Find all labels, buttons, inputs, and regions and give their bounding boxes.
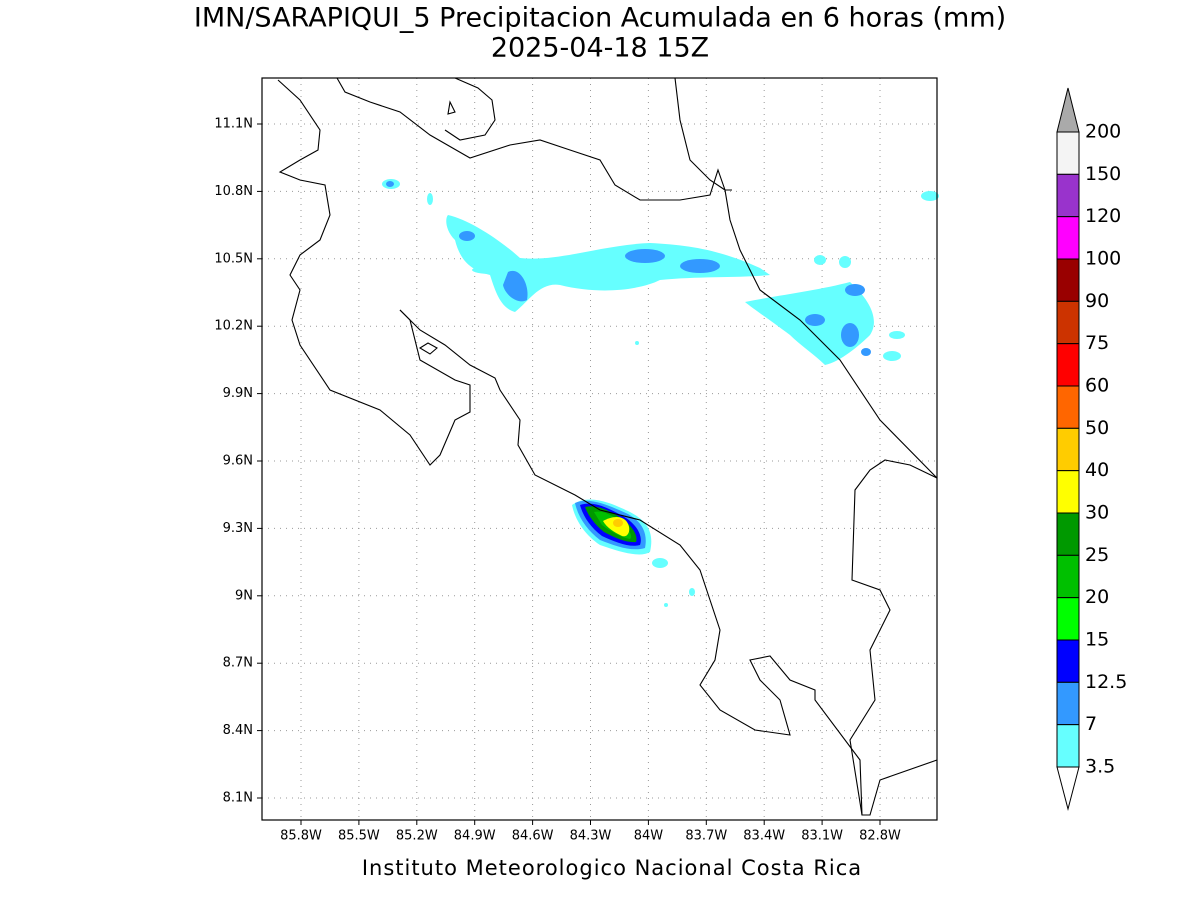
colorbar-box [1056,343,1080,387]
colorbar-box [1056,470,1080,514]
colorbar-box [1056,597,1080,641]
colorbar-label: 120 [1085,205,1121,227]
subtitle: 2025-04-18 15Z [491,33,709,64]
colorbar-label: 3.5 [1085,756,1115,778]
y-tick-label: 10.5N [214,251,253,266]
precipitation [382,179,939,607]
colorbar-label: 7 [1085,713,1097,735]
x-tick-label: 84W [634,829,664,844]
title: IMN/SARAPIQUI_5 Precipitacion Acumulada … [194,3,1006,34]
y-tick-label: 8.1N [223,791,253,806]
x-tick-label: 84.3W [570,829,612,844]
x-tick-label: 82.8W [859,829,901,844]
colorbar-box [1056,173,1080,218]
colorbar-label: 15 [1085,629,1109,651]
colorbar-box [1056,131,1080,175]
colorbar-box [1056,385,1080,429]
colorbar-under [1056,766,1080,811]
colorbar-box [1056,724,1080,768]
y-tick-label: 10.8N [214,184,253,199]
x-tick-label: 83.1W [801,829,843,844]
colorbar-box [1056,427,1080,472]
colorbar-label: 150 [1085,163,1121,185]
colorbar-label: 25 [1085,544,1109,566]
y-tick-label: 9.6N [223,454,253,469]
colorbar-box [1056,512,1080,556]
colorbar-box [1056,681,1080,726]
grid [262,78,937,820]
x-tick-label: 83.4W [743,829,785,844]
colorbar-label: 90 [1085,290,1109,312]
colorbar-label: 50 [1085,417,1109,439]
colorbar-label: 20 [1085,586,1109,608]
colorbar-box [1056,639,1080,683]
map-frame [261,77,938,821]
x-tick-label: 85.8W [280,829,322,844]
x-tick-label: 85.5W [338,829,380,844]
x-tick-label: 84.6W [512,829,554,844]
colorbar-label: 30 [1085,502,1109,524]
colorbar-over [1056,87,1080,133]
colorbar-label: 100 [1085,248,1121,270]
y-tick-label: 9N [235,588,253,603]
colorbar-box [1056,300,1080,345]
y-tick-label: 8.7N [223,656,253,671]
x-tick-label: 84.9W [454,829,496,844]
colorbar-label: 60 [1085,375,1109,397]
y-tick-label: 9.3N [223,521,253,536]
colorbar-box [1056,258,1080,302]
colorbar-label: 40 [1085,459,1109,481]
axis-ticks: 85.8W 85.5W 85.2W 84.9W 84.6W 84.3W 84W 83.7W 83… [214,117,901,844]
y-tick-label: 8.4N [223,723,253,738]
colorbar-box [1056,554,1080,599]
x-tick-label: 85.2W [396,829,438,844]
x-tick-label: 83.7W [685,829,727,844]
y-tick-label: 10.2N [214,319,253,334]
colorbar-label: 75 [1085,332,1109,354]
colorbar: 200 150 120 100 90 75 60 50 40 30 25 20 15 12.5 7 3.5 [1056,87,1127,811]
colorbar-label: 12.5 [1085,671,1127,693]
y-tick-label: 9.9N [223,386,253,401]
coastlines [277,77,938,816]
colorbar-box [1056,216,1080,260]
colorbar-label: 200 [1085,121,1121,143]
footer: Instituto Meteorologico Nacional Costa R… [362,856,862,880]
y-tick-label: 11.1N [214,117,253,132]
